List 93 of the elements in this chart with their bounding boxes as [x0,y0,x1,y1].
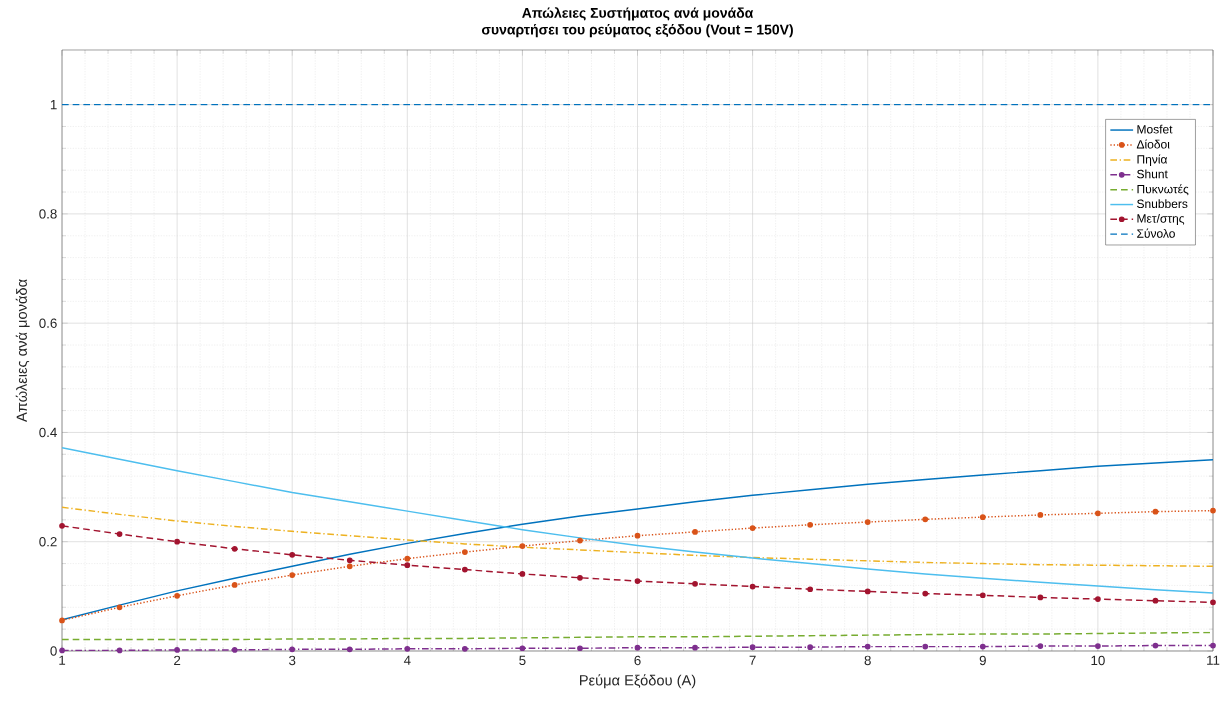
legend-label: Μετ/στης [1137,213,1185,226]
point [346,563,353,570]
point [749,583,756,590]
point [577,574,583,581]
x-tick-label: 2 [174,655,181,666]
y-tick-label: 0 [50,646,57,656]
point [577,645,583,652]
y-tick-label: 0.8 [39,209,57,219]
point [174,592,180,599]
point [231,582,238,588]
point [59,617,65,624]
point [1210,599,1216,606]
x-tick-label: 4 [403,655,411,665]
point [864,519,871,525]
point [289,551,296,558]
point [577,537,583,544]
point [1152,597,1159,604]
y-tick-label: 0.2 [39,537,57,547]
point [231,647,238,653]
legend-label: Πηνία [1137,154,1168,166]
point [864,643,871,650]
x-tick-label: 3 [289,655,296,666]
point [807,521,814,528]
point [116,647,123,654]
x-axis-title: Ρεύμα Εξόδου (A) [580,674,696,689]
point [59,647,65,654]
point [1037,643,1044,649]
point [346,557,353,564]
point [461,645,468,652]
point [634,532,641,539]
point [404,645,411,652]
x-tick-label: 11 [1207,655,1220,665]
x-tick-label: 8 [864,655,871,666]
point [519,645,526,652]
point [404,562,411,569]
point [1095,510,1101,517]
point [289,572,296,578]
y-tick-label: 1 [50,100,57,110]
y-axis-title: Απώλειες ανά μονάδα [15,279,30,423]
point [1037,594,1044,601]
point [922,590,929,597]
point [979,514,986,520]
y-tick-label: 0.6 [39,318,57,328]
point [404,555,411,562]
point [461,549,468,555]
legend-label: Σύνολο [1137,228,1175,238]
point [1095,596,1101,602]
point [692,580,698,587]
legend-label: Mosfet [1137,124,1173,134]
point [922,516,929,523]
x-tick-label: 10 [1091,655,1105,666]
point [1095,643,1101,649]
point [346,646,353,653]
point [749,644,756,651]
y-tick-label: 0.4 [39,427,57,438]
x-tick-label: 7 [749,655,756,665]
legend-label: Shunt [1137,169,1168,179]
point [1152,508,1159,515]
point [519,543,526,549]
legend-label: Πυκνωτές [1137,184,1189,196]
x-tick-label: 9 [979,655,986,666]
point [634,578,641,584]
point [1210,507,1216,514]
point [979,643,986,650]
point [692,529,698,535]
point [807,644,814,651]
point [231,545,238,552]
legend-label: Δίοδοι [1136,139,1170,149]
legend-label: Snubbers [1137,199,1188,209]
point [634,644,641,651]
point [519,571,526,577]
x-tick-label: 5 [519,655,526,665]
x-tick-label: 6 [634,655,641,666]
point [59,523,65,529]
chart-subtitle: συναρτήσει του ρεύματος εξόδου (Vout = 150V) [481,24,793,38]
point [1152,642,1159,649]
point [461,566,468,573]
point [807,586,814,593]
point [174,647,180,653]
point [864,588,871,595]
chart-title: Απώλειες Συστήματος ανά μονάδα [522,7,754,21]
line-series [62,447,1213,594]
point [116,531,123,537]
point [1037,512,1044,518]
point [692,644,698,651]
point [922,643,929,650]
point [174,538,180,545]
point [289,646,296,653]
x-tick-label: 1 [59,655,66,665]
point [979,592,986,599]
point [116,604,123,611]
point [1210,642,1216,649]
point [749,525,756,531]
